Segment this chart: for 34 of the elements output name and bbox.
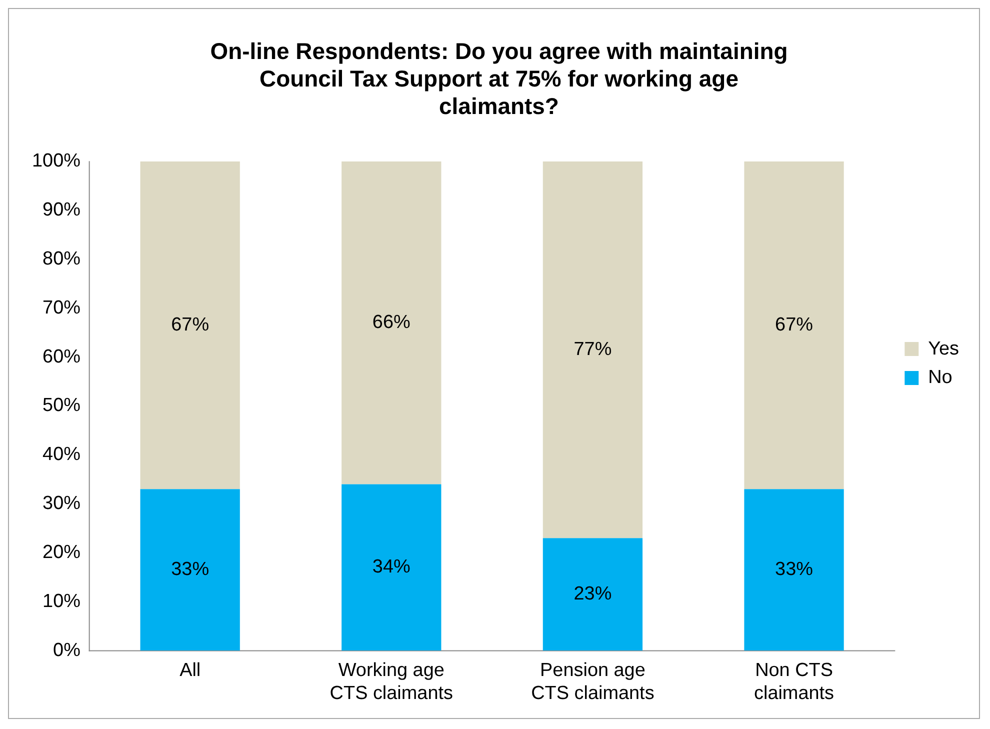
bar xyxy=(542,538,643,651)
y-tick-label: 80% xyxy=(42,248,81,270)
x-tick-label: Non CTS claimants xyxy=(754,660,834,704)
y-tick-label: 40% xyxy=(42,444,81,466)
data-label: 67% xyxy=(775,314,814,336)
bar xyxy=(744,161,844,490)
data-label: 66% xyxy=(372,312,411,334)
y-tick-label: 50% xyxy=(42,395,81,416)
x-tick-label: Working age CTS claimants xyxy=(330,660,453,704)
data-label: 33% xyxy=(171,559,210,580)
bar xyxy=(140,161,240,490)
data-label: 67% xyxy=(171,314,210,336)
x-tick-label: Pension age CTS claimants xyxy=(531,660,654,704)
bar xyxy=(342,161,442,484)
x-tick-label: All xyxy=(180,660,201,682)
legend-label: Yes xyxy=(928,338,960,360)
bar xyxy=(542,161,643,538)
bar xyxy=(744,489,844,651)
bar xyxy=(342,484,442,651)
chart-title: On-line Respondents: Do you agree with maintaining Council Tax Support at 75% for working age claimants? xyxy=(210,38,788,120)
y-tick-label: 90% xyxy=(42,200,81,221)
y-tick-label: 0% xyxy=(53,640,81,661)
y-tick-label: 30% xyxy=(42,493,81,514)
data-label: 33% xyxy=(775,559,814,580)
legend-label: No xyxy=(928,367,952,388)
data-label: 34% xyxy=(372,556,411,578)
data-label: 77% xyxy=(574,338,612,360)
y-tick-label: 10% xyxy=(42,590,81,612)
y-tick-label: 20% xyxy=(42,542,81,563)
y-tick-label: 100% xyxy=(32,150,81,172)
data-label: 23% xyxy=(574,584,612,605)
y-tick-label: 70% xyxy=(42,297,81,318)
y-tick-label: 60% xyxy=(42,346,81,368)
bar xyxy=(140,489,240,651)
